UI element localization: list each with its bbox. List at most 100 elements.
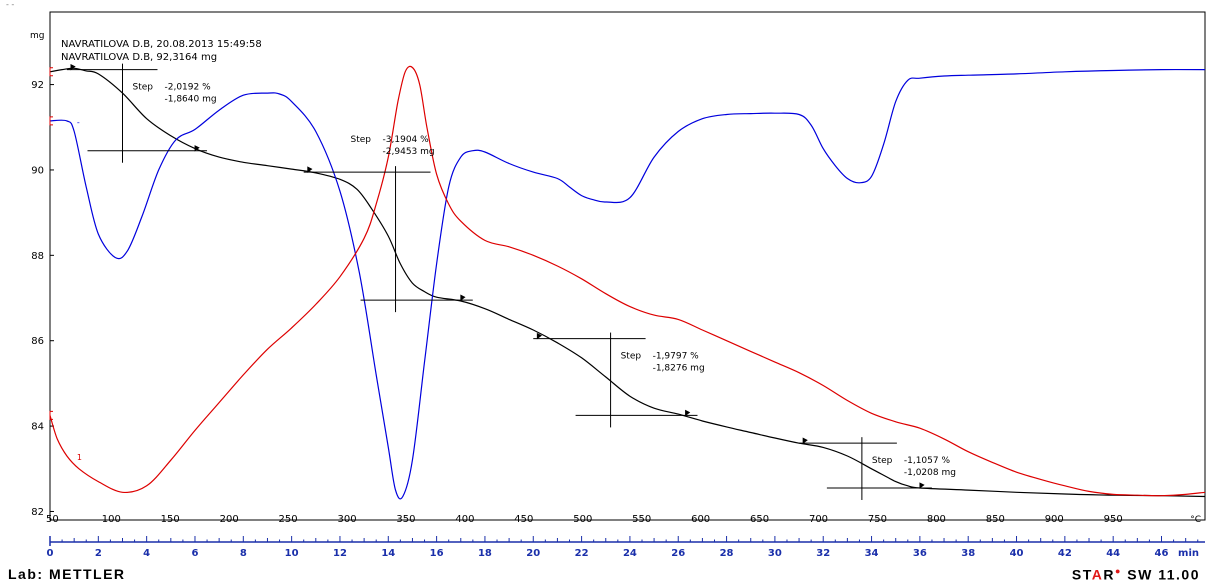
time-tick-label: 38 bbox=[961, 548, 975, 559]
time-tick-label: 16 bbox=[430, 548, 444, 559]
y-tick-label: 82 bbox=[31, 507, 44, 518]
series-marker-label: 1 bbox=[77, 453, 82, 462]
time-tick-label: 34 bbox=[865, 548, 879, 559]
software-prefix: ST bbox=[1071, 566, 1092, 583]
y-axis: 82 84 86 88 90 92 bbox=[31, 80, 54, 518]
time-tick-label: 10 bbox=[285, 548, 299, 559]
temperature-label: 900 bbox=[1045, 514, 1064, 525]
step-label: Step bbox=[351, 135, 372, 145]
temperature-label: 850 bbox=[986, 514, 1005, 525]
temperature-label: 350 bbox=[396, 514, 415, 525]
step-percent: -1,1057 % bbox=[904, 456, 951, 466]
temperature-unit: °C bbox=[1190, 515, 1201, 525]
registered-dot-icon: ● bbox=[1114, 566, 1122, 576]
time-unit-label: min bbox=[1178, 548, 1199, 559]
temperature-label: 200 bbox=[220, 514, 239, 525]
series-start-marker bbox=[49, 410, 53, 420]
temperature-label: 750 bbox=[868, 514, 887, 525]
series-start-marker bbox=[49, 116, 53, 126]
temperature-label: 450 bbox=[514, 514, 533, 525]
temperature-label: 600 bbox=[691, 514, 710, 525]
series-layer: -1 bbox=[49, 65, 1206, 500]
step-percent: -1,9797 % bbox=[653, 352, 700, 362]
step-annotation: Step -1,1057 % -1,0208 mg bbox=[799, 437, 956, 500]
step-percent: -2,0192 % bbox=[164, 83, 211, 93]
series-line-tg bbox=[49, 67, 1206, 498]
y-tick-label: 90 bbox=[31, 165, 44, 176]
temperature-label: 50 bbox=[46, 514, 59, 525]
step-start-flag bbox=[307, 166, 313, 173]
temperature-label: 550 bbox=[632, 514, 651, 525]
time-tick-label: 24 bbox=[623, 548, 637, 559]
series-marker-label: - bbox=[77, 118, 80, 127]
time-tick-label: 8 bbox=[240, 548, 247, 559]
step-end-flag bbox=[919, 482, 925, 489]
y-tick-label: 84 bbox=[31, 422, 44, 433]
step-end-flag bbox=[460, 294, 466, 301]
time-tick-label: 44 bbox=[1106, 548, 1120, 559]
step-annotation: Step -3,1904 % -2,9453 mg bbox=[303, 135, 473, 313]
temperature-label: 400 bbox=[455, 514, 474, 525]
y-tick-label: 92 bbox=[31, 80, 44, 91]
step-annotations: Step -2,0192 % -1,8640 mg Step -3,1904 % -2,9… bbox=[66, 63, 956, 500]
y-tick-label: 86 bbox=[31, 336, 44, 347]
time-tick-label: 0 bbox=[47, 548, 54, 559]
step-mass: -1,8640 mg bbox=[164, 95, 216, 105]
time-tick-label: 22 bbox=[575, 548, 589, 559]
step-label: Step bbox=[872, 456, 893, 466]
step-end-flag bbox=[194, 145, 200, 152]
software-version: SW 11.00 bbox=[1121, 566, 1200, 583]
step-start-flag bbox=[536, 332, 543, 340]
step-annotation: Step -1,9797 % -1,8276 mg bbox=[533, 332, 705, 428]
time-tick-label: 6 bbox=[191, 548, 198, 559]
time-tick-label: 14 bbox=[381, 548, 395, 559]
temperature-label: 300 bbox=[337, 514, 356, 525]
sample-info-line: NAVRATILOVA D.B, 20.08.2013 15:49:58 bbox=[61, 39, 262, 50]
software-a-letter: A bbox=[1091, 566, 1104, 583]
y-tick-label: 88 bbox=[31, 251, 44, 262]
temperature-label: 500 bbox=[573, 514, 592, 525]
series-line-dtg bbox=[49, 68, 1206, 500]
plot-border bbox=[49, 11, 1206, 521]
step-mass: -2,9453 mg bbox=[383, 147, 435, 157]
step-end-flag bbox=[685, 409, 691, 417]
time-tick-label: 42 bbox=[1058, 548, 1072, 559]
chart-header: mg NAVRATILOVA D.B, 20.08.2013 15:49:58 … bbox=[30, 31, 262, 63]
step-mass: -1,0208 mg bbox=[904, 468, 956, 478]
series-start-marker bbox=[49, 67, 53, 77]
lab-label: Lab: METTLER bbox=[8, 566, 126, 582]
step-start-flag bbox=[70, 63, 76, 71]
software-label: STAR● SW 11.00 bbox=[1072, 566, 1200, 583]
y-unit-label: mg bbox=[30, 31, 44, 41]
time-tick-label: 28 bbox=[720, 548, 734, 559]
time-tick-label: 12 bbox=[333, 548, 347, 559]
time-tick-label: 36 bbox=[913, 548, 927, 559]
time-tick-label: 26 bbox=[671, 548, 685, 559]
time-tick-label: 18 bbox=[478, 548, 492, 559]
time-axis: 0 2 4 6 8 10 12 14 16 18 20 22 24 26 28 30 32 34 36 38 40 42 4… bbox=[47, 536, 1199, 559]
time-tick-label: 32 bbox=[816, 548, 830, 559]
time-tick-label: 40 bbox=[1010, 548, 1024, 559]
step-start-flag bbox=[802, 437, 808, 444]
step-label: Step bbox=[621, 352, 642, 362]
temperature-label: 100 bbox=[102, 514, 121, 525]
temperature-label: 250 bbox=[279, 514, 298, 525]
plot-frame bbox=[49, 11, 1206, 546]
temperature-label: 150 bbox=[161, 514, 180, 525]
step-percent: -3,1904 % bbox=[383, 135, 430, 145]
time-tick-label: 20 bbox=[526, 548, 540, 559]
step-label: Step bbox=[132, 83, 153, 93]
temperature-axis: 50 100 150 200 250 300 350 400 450 500 550 600 650 70… bbox=[46, 514, 1201, 525]
time-tick-label: 4 bbox=[143, 548, 150, 559]
software-r-letter: R bbox=[1103, 566, 1115, 583]
temperature-label: 800 bbox=[927, 514, 946, 525]
corner-marks: - - bbox=[6, 0, 15, 9]
step-mass: -1,8276 mg bbox=[653, 364, 705, 374]
sample-mass-line: NAVRATILOVA D.B, 92,3164 mg bbox=[61, 52, 217, 63]
series-line-dta bbox=[49, 65, 1206, 497]
time-tick-label: 2 bbox=[95, 548, 102, 559]
time-tick-label: 46 bbox=[1155, 548, 1169, 559]
temperature-label: 950 bbox=[1104, 514, 1123, 525]
step-annotation: Step -2,0192 % -1,8640 mg bbox=[66, 63, 217, 163]
